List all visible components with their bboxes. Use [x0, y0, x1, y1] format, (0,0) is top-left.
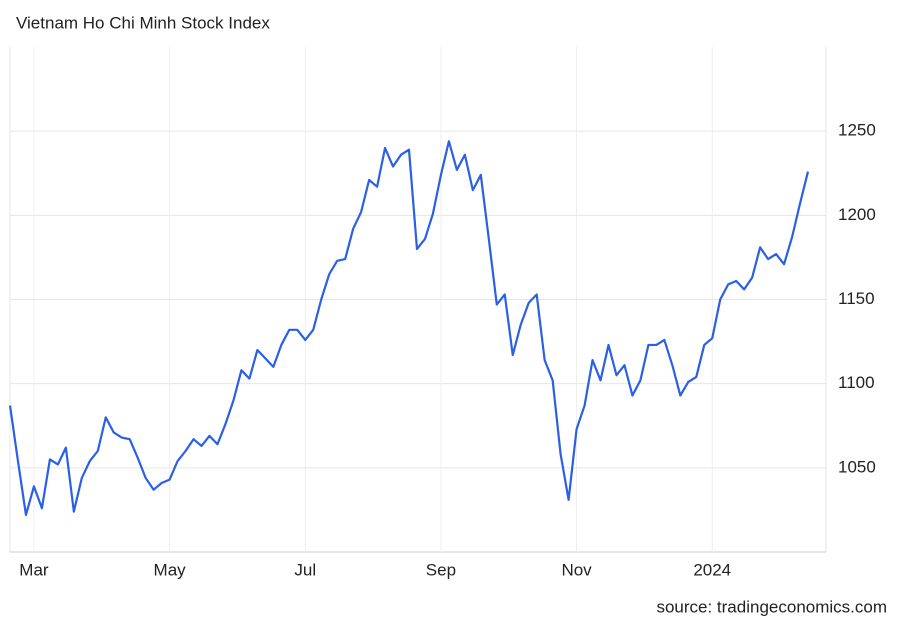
x-tick-label: Mar [19, 560, 49, 579]
x-tick-label: May [154, 560, 187, 579]
chart-title: Vietnam Ho Chi Minh Stock Index [16, 13, 270, 32]
y-tick-label: 1250 [838, 121, 876, 140]
line [8, 140, 810, 517]
source: source: tradingeconomics.com [656, 597, 887, 616]
x-tick-label: Nov [561, 560, 592, 579]
y-tick-label: 1200 [838, 205, 876, 224]
x-tick-label: Jul [294, 560, 316, 579]
x-tick-label: Sep [426, 560, 456, 579]
x-tick-label: 2024 [693, 560, 731, 579]
y-tick-label: 1100 [838, 373, 875, 392]
y-tick-label: 1050 [838, 457, 876, 476]
y-tick-label: 1150 [838, 289, 875, 308]
